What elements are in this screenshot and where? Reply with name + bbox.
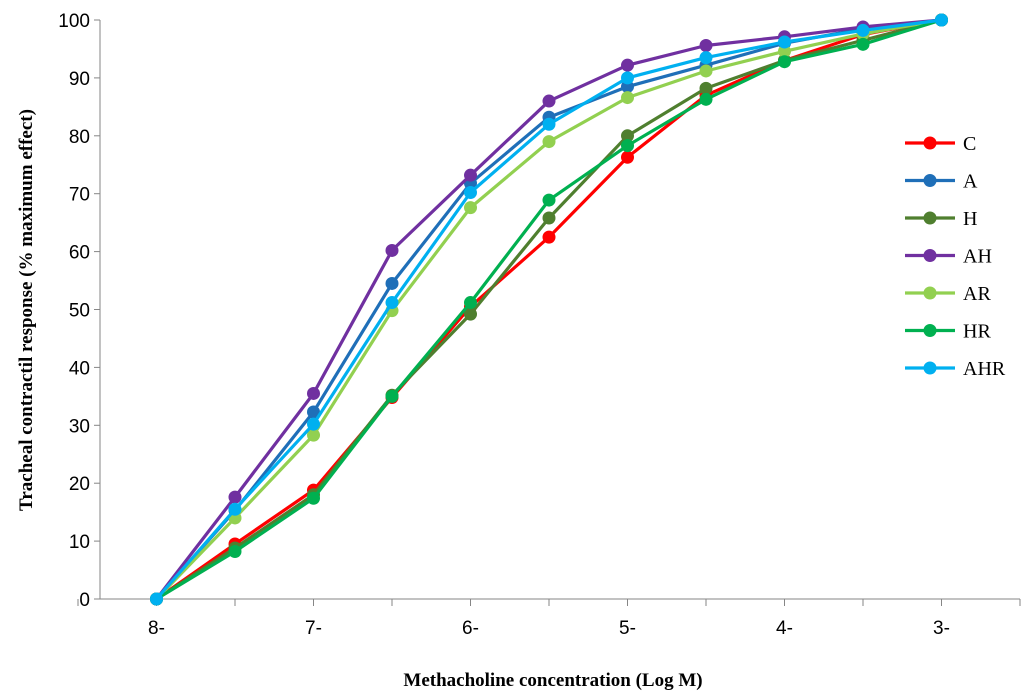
data-point — [542, 193, 556, 207]
data-point — [464, 307, 477, 321]
legend-marker-h — [923, 211, 937, 225]
data-point — [621, 71, 634, 85]
y-tick-label: 90 — [69, 69, 90, 90]
series-ah — [150, 13, 948, 606]
data-point — [621, 139, 634, 153]
data-point — [621, 129, 634, 143]
data-point — [150, 592, 163, 606]
data-point — [778, 35, 791, 49]
legend-marker-hr — [923, 324, 937, 337]
legend-label-ah: AH — [963, 246, 992, 268]
x-tick-label: 6- — [462, 618, 479, 639]
legend-label-a: A — [963, 171, 978, 193]
data-point — [699, 81, 713, 95]
x-tick-label: 5- — [619, 618, 636, 639]
series-hr — [150, 13, 948, 606]
data-point — [856, 37, 870, 51]
legend-label-hr: HR — [963, 321, 991, 343]
x-tick-label: 4- — [776, 618, 793, 639]
y-tick-label: 30 — [69, 416, 90, 437]
data-point — [856, 23, 870, 37]
data-point — [778, 55, 791, 69]
data-point — [464, 296, 477, 310]
data-point — [542, 94, 556, 108]
data-point — [542, 230, 556, 244]
legend-marker-ar — [923, 286, 937, 300]
x-tick-label: 7- — [305, 618, 322, 639]
y-tick-label: 20 — [69, 474, 90, 495]
data-point — [228, 545, 242, 559]
data-point — [778, 44, 791, 58]
data-point — [385, 296, 399, 310]
legend-marker-a — [923, 174, 937, 187]
data-point — [385, 243, 399, 257]
y-tick-label: 100 — [58, 11, 90, 32]
data-point — [699, 38, 713, 52]
legend-label-ahr: AHR — [963, 358, 1006, 380]
series-layer — [150, 13, 948, 606]
y-axis-title: Tracheal contractil response (% maximum … — [16, 109, 37, 511]
x-axis-title: Methacholine concentration (Log M) — [403, 670, 702, 691]
data-point — [464, 186, 477, 200]
data-point — [621, 58, 634, 72]
data-point — [307, 405, 320, 419]
data-point — [307, 417, 320, 431]
x-tick-label: 8- — [148, 618, 165, 639]
data-point — [307, 491, 320, 505]
data-point — [699, 92, 713, 106]
data-point — [228, 490, 242, 504]
y-tick-label: 80 — [69, 127, 90, 148]
legend-marker-ah — [923, 249, 937, 262]
data-point — [935, 13, 948, 27]
legend-label-ar: AR — [963, 283, 991, 305]
data-point — [621, 150, 634, 164]
y-tick-label: 10 — [69, 532, 90, 553]
legend-marker-c — [923, 136, 937, 150]
legend-label-h: H — [963, 208, 977, 230]
data-point — [542, 211, 556, 225]
legend-label-c: C — [963, 133, 976, 155]
data-point — [385, 389, 399, 403]
data-point — [542, 135, 556, 149]
y-tick-label: 60 — [69, 243, 90, 264]
data-point — [385, 276, 399, 290]
y-tick-label: 50 — [69, 301, 90, 322]
series-ahr — [150, 13, 948, 606]
legend-marker-ahr — [923, 361, 937, 375]
y-tick-label: 40 — [69, 358, 90, 379]
data-point — [464, 201, 477, 215]
data-point — [542, 117, 556, 131]
y-tick-label: 0 — [79, 590, 90, 611]
data-point — [464, 168, 477, 182]
axes: 0 10 20 30 40 50 60 70 80 90 100 8- 7- 6- 5- 4- 3- — [58, 11, 1021, 639]
data-point — [699, 51, 713, 65]
x-tick-label: 3- — [933, 618, 950, 639]
data-point — [307, 428, 320, 442]
data-point — [228, 502, 242, 516]
data-point — [621, 91, 634, 105]
data-point — [699, 64, 713, 78]
y-tick-label: 70 — [69, 185, 90, 206]
data-point — [307, 386, 320, 400]
